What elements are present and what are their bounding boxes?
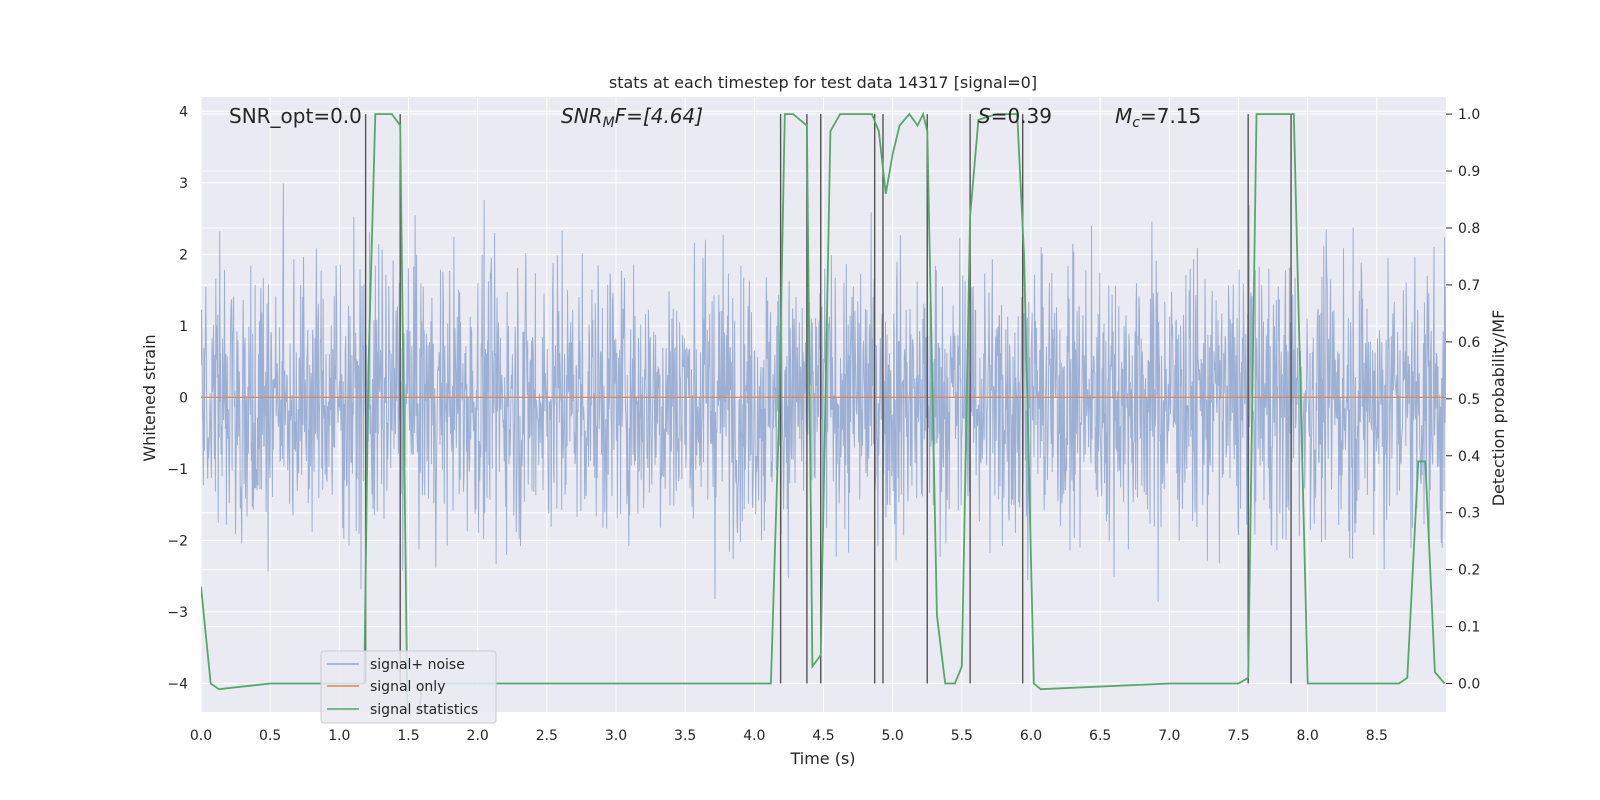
x-tick-label: 1.5 <box>397 728 419 744</box>
mc-annotation: Mc=7.15 <box>1115 104 1201 131</box>
snr-mf-annotation: SNRMF=[4.64] <box>561 104 703 131</box>
y-tick-label: −3 <box>167 605 188 621</box>
y2-tick-label: 0.6 <box>1458 335 1480 351</box>
y2-tick-label: 0.1 <box>1458 620 1480 636</box>
y-axis-ticks: 4 3 2 1 0 −1 −2 −3 −4 <box>167 104 188 692</box>
y2-tick-label: 0.5 <box>1458 392 1480 408</box>
chart-title: stats at each timestep for test data 143… <box>609 73 1037 92</box>
y-tick-label: −2 <box>167 533 188 549</box>
y2-axis-label: Detection probability/MF <box>1489 310 1508 507</box>
y-tick-label: 0 <box>179 390 188 406</box>
x-tick-label: 4.0 <box>743 728 765 744</box>
x-tick-label: 8.0 <box>1297 728 1319 744</box>
y2-tick-label: 0.9 <box>1458 164 1480 180</box>
y2-tick-label: 1.0 <box>1458 107 1480 123</box>
x-tick-label: 6.0 <box>1020 728 1042 744</box>
legend-label-signal-statistics: signal statistics <box>370 702 478 718</box>
legend-label-signal-noise: signal+ noise <box>370 657 465 673</box>
x-tick-label: 8.5 <box>1366 728 1388 744</box>
y2-tick-label: 0.4 <box>1458 449 1480 465</box>
y2-tick-label: 0.7 <box>1458 278 1480 294</box>
snr-mf-rest: F=[4.64] <box>615 104 703 128</box>
mc-value: =7.15 <box>1140 104 1201 128</box>
snr-mf-name: SNR <box>561 104 603 128</box>
y2-axis-ticks: 1.0 0.9 0.8 0.7 0.6 0.5 0.4 0.3 0.2 0.1 0.0 <box>1446 107 1480 693</box>
signal-noise-line <box>201 183 1446 602</box>
mc-subscript: c <box>1132 115 1140 131</box>
y-tick-label: 3 <box>179 176 188 192</box>
x-axis-ticks: 0.0 0.5 1.0 1.5 2.0 2.5 3.0 3.5 4.0 4.5 5.0 5.5 6.0 6… <box>190 728 1388 744</box>
x-tick-label: 1.0 <box>328 728 350 744</box>
y2-tick-label: 0.8 <box>1458 221 1480 237</box>
y-axis-label: Whitened strain <box>140 334 159 461</box>
y-tick-label: −1 <box>167 462 188 478</box>
y-tick-label: 2 <box>179 247 188 263</box>
snr-mf-subscript: M <box>603 115 615 131</box>
mc-name: M <box>1115 104 1132 128</box>
signal-statistics-line <box>201 111 1446 712</box>
signal-noise-series <box>201 183 1446 602</box>
y-tick-label: 1 <box>179 319 188 335</box>
y2-tick-label: 0.3 <box>1458 506 1480 522</box>
legend: signal+ noise signal only signal statist… <box>320 650 497 724</box>
x-tick-label: 6.5 <box>1089 728 1111 744</box>
y2-tick-label: 0.2 <box>1458 563 1480 579</box>
y-tick-label: 4 <box>179 104 188 120</box>
x-tick-label: 7.5 <box>1227 728 1249 744</box>
x-tick-label: 0.5 <box>259 728 281 744</box>
x-tick-label: 5.5 <box>951 728 973 744</box>
x-tick-label: 2.0 <box>467 728 489 744</box>
x-tick-label: 0.0 <box>190 728 212 744</box>
x-tick-label: 3.0 <box>605 728 627 744</box>
x-tick-label: 5.0 <box>882 728 904 744</box>
legend-box <box>320 650 497 724</box>
legend-label-signal-only: signal only <box>370 679 445 695</box>
s-annotation: S=0.39 <box>978 104 1052 128</box>
x-axis-label: Time (s) <box>789 749 855 768</box>
y-tick-label: −4 <box>167 676 188 692</box>
x-tick-label: 2.5 <box>536 728 558 744</box>
snr-opt-annotation: SNR_opt=0.0 <box>229 104 362 128</box>
signal-statistics-series <box>201 111 1446 712</box>
x-tick-label: 4.5 <box>812 728 834 744</box>
x-tick-label: 3.5 <box>674 728 696 744</box>
s-name: S <box>978 104 991 128</box>
x-tick-label: 7.0 <box>1158 728 1180 744</box>
y2-tick-label: 0.0 <box>1458 677 1480 693</box>
s-value: =0.39 <box>991 104 1052 128</box>
